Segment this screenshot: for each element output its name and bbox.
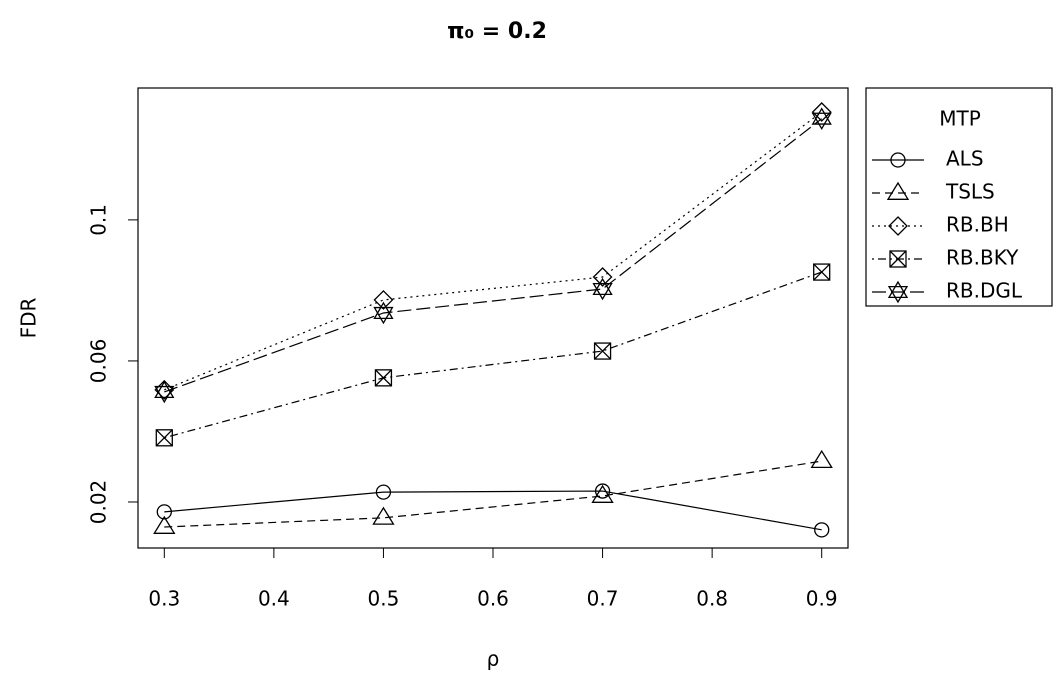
legend-label: TSLS: [945, 180, 995, 204]
legend-title: MTP: [939, 107, 981, 131]
legend-label: RB.DGL: [946, 279, 1023, 303]
page: π₀ = 0.2 ρ FDR MTP 0.3 0.4 0.5 0.6 0.7 0.8 0.9…: [0, 0, 1055, 675]
marker: [373, 508, 393, 524]
series-line: [164, 112, 821, 390]
series-line: [164, 272, 821, 438]
series-line: [164, 491, 821, 530]
marker: [156, 430, 172, 446]
plot-frame: [138, 88, 848, 548]
marker-shape: [812, 451, 832, 467]
marker-shape: [374, 291, 392, 309]
marker: [374, 291, 392, 309]
x-tick-label: 0.8: [696, 587, 728, 611]
chart: π₀ = 0.2 ρ FDR MTP 0.3 0.4 0.5 0.6 0.7 0.8 0.9…: [0, 0, 1055, 675]
y-axis-label: FDR: [17, 298, 41, 339]
marker-shape: [889, 282, 907, 297]
legend-label: RB.BH: [946, 213, 1009, 237]
y-tick-label: 0.06: [87, 339, 111, 384]
x-tick-label: 0.5: [368, 587, 400, 611]
x-axis-label: ρ: [487, 647, 500, 671]
marker: [375, 370, 391, 386]
y-tick-label: 0.02: [87, 480, 111, 525]
series-line: [164, 461, 821, 527]
marker-shape: [814, 264, 830, 280]
x-tick-label: 0.9: [806, 587, 838, 611]
marker-shape: [374, 303, 392, 318]
x-tick-label: 0.7: [587, 587, 619, 611]
marker-shape: [595, 343, 611, 359]
marker-shape: [156, 430, 172, 446]
legend-label: ALS: [946, 147, 984, 171]
marker-shape: [375, 370, 391, 386]
marker-shape: [373, 508, 393, 524]
chart-title: π₀ = 0.2: [447, 19, 547, 44]
marker: [888, 183, 908, 199]
marker: [812, 451, 832, 467]
x-tick-label: 0.3: [148, 587, 180, 611]
x-tick-label: 0.6: [477, 587, 509, 611]
y-tick-label: 0.1: [87, 204, 111, 236]
marker: [814, 264, 830, 280]
marker-shape: [889, 287, 907, 302]
marker: [594, 279, 612, 299]
marker: [595, 343, 611, 359]
marker-shape: [374, 308, 392, 323]
x-tick-label: 0.4: [258, 587, 290, 611]
series-line: [164, 119, 821, 392]
legend-label: RB.BKY: [946, 246, 1019, 270]
marker-shape: [888, 183, 908, 199]
